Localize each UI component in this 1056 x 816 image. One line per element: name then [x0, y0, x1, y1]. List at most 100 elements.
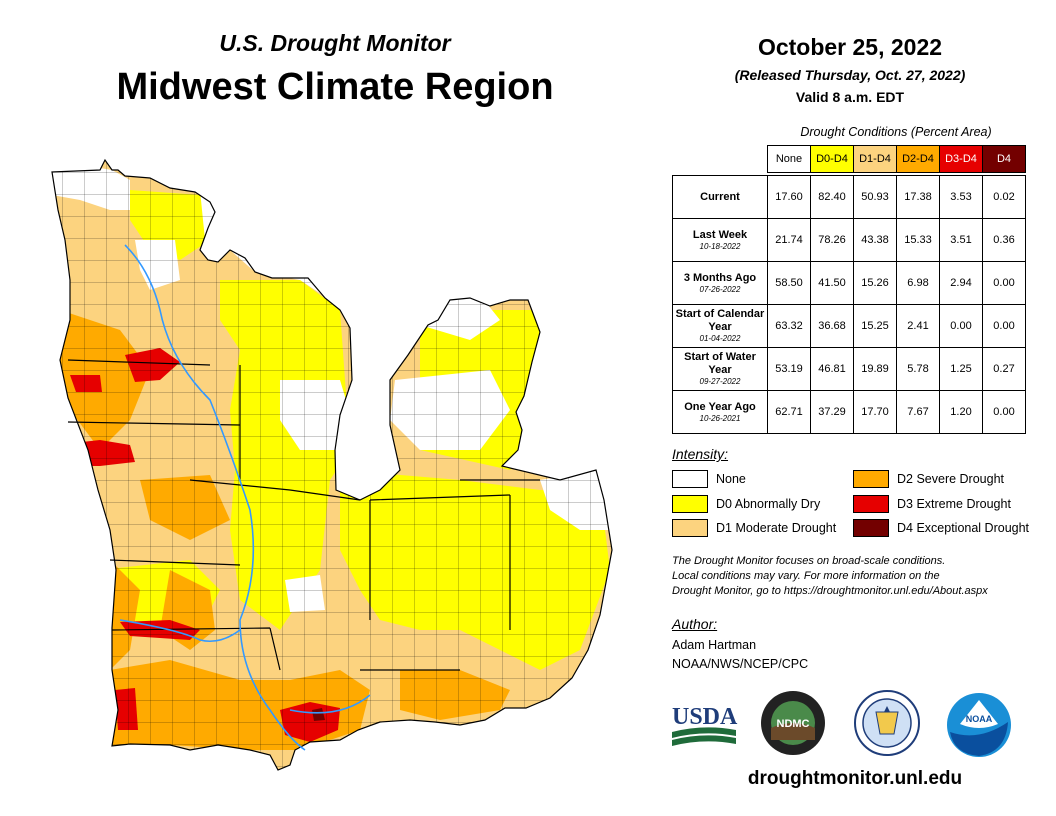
- usda-logo: USDA: [672, 704, 738, 746]
- cell: 15.25: [853, 304, 897, 348]
- legend-label: D1 Moderate Drought: [716, 521, 837, 535]
- legend-swatch: [672, 470, 708, 488]
- col-d3-d4: D3-D4: [939, 145, 983, 173]
- legend-title: Intensity:: [672, 446, 729, 462]
- drought-areas: [52, 160, 612, 770]
- cell: 43.38: [853, 218, 897, 262]
- disclaimer-note: The Drought Monitor focuses on broad-sca…: [672, 554, 1042, 599]
- cell: 46.81: [810, 347, 854, 391]
- cell: 58.50: [767, 261, 811, 305]
- cell: 2.41: [896, 304, 940, 348]
- cell: 63.32: [767, 304, 811, 348]
- row-label: Start of Water Year 09-27-2022: [672, 347, 768, 391]
- valid-time: Valid 8 a.m. EDT: [795, 89, 905, 105]
- row-label: Current: [672, 175, 768, 219]
- legend-item-d1: D1 Moderate Drought: [672, 519, 836, 537]
- row-label: 3 Months Ago 07-26-2022: [672, 261, 768, 305]
- cell: 15.33: [896, 218, 940, 262]
- cell: 78.26: [810, 218, 854, 262]
- cell: 0.36: [982, 218, 1026, 262]
- legend-swatch: [853, 495, 889, 513]
- state-borders: [67, 359, 540, 671]
- table-corner: [672, 145, 768, 173]
- cell: 17.70: [853, 390, 897, 434]
- table-caption: Drought Conditions (Percent Area): [800, 125, 992, 139]
- legend-item-d0: D0 Abnormally Dry: [672, 495, 820, 513]
- cell: 0.00: [982, 261, 1026, 305]
- website-url[interactable]: droughtmonitor.unl.edu: [747, 768, 963, 789]
- note-line: Local conditions may vary. For more info…: [672, 570, 940, 582]
- author-name: Adam Hartman: [672, 638, 757, 652]
- table-row: One Year Ago 10-26-2021 62.71 37.29 17.70…: [672, 390, 1026, 434]
- cell: 53.19: [767, 347, 811, 391]
- col-d2-d4: D2-D4: [896, 145, 940, 173]
- legend-label: D0 Abnormally Dry: [716, 497, 821, 511]
- legend-label: D4 Exceptional Drought: [897, 521, 1030, 535]
- col-d0-d4: D0-D4: [810, 145, 854, 173]
- cell: 3.53: [939, 175, 983, 219]
- cell: 21.74: [767, 218, 811, 262]
- row-label: Start of Calendar Year 01-04-2022: [672, 304, 768, 348]
- map-subtitle: U.S. Drought Monitor: [219, 30, 451, 56]
- col-none: None: [767, 145, 811, 173]
- legend-label: None: [716, 472, 746, 486]
- legend-swatch: [672, 519, 708, 537]
- county-lines: [52, 160, 612, 770]
- cell: 19.89: [853, 347, 897, 391]
- cell: 1.25: [939, 347, 983, 391]
- table-row: Last Week 10-18-2022 21.74 78.26 43.38 15…: [672, 218, 1026, 262]
- svg-text:NOAA: NOAA: [966, 714, 993, 724]
- table-row: Current 17.60 82.40 50.93 17.38 3.53 0.0…: [672, 175, 1026, 219]
- cell: 37.29: [810, 390, 854, 434]
- col-d4: D4: [982, 145, 1026, 173]
- legend-item-none: None: [672, 470, 746, 488]
- cell: 41.50: [810, 261, 854, 305]
- svg-text:USDA: USDA: [672, 704, 738, 730]
- col-d1-d4: D1-D4: [853, 145, 897, 173]
- drought-map: [51, 159, 613, 771]
- note-line: The Drought Monitor focuses on broad-sca…: [672, 555, 946, 567]
- table-row: Start of Calendar Year 01-04-2022 63.32 3…: [672, 304, 1026, 348]
- cell: 17.38: [896, 175, 940, 219]
- table-row: 3 Months Ago 07-26-2022 58.50 41.50 15.26…: [672, 261, 1026, 305]
- svg-text:NDMC: NDMC: [777, 718, 810, 730]
- legend-swatch: [672, 495, 708, 513]
- rivers: [119, 244, 371, 751]
- cell: 3.51: [939, 218, 983, 262]
- cell: 5.78: [896, 347, 940, 391]
- release-date: (Released Thursday, Oct. 27, 2022): [734, 67, 966, 83]
- legend-label: D3 Extreme Drought: [897, 497, 1011, 511]
- cell: 62.71: [767, 390, 811, 434]
- table-header-row: None D0-D4 D1-D4 D2-D4 D3-D4 D4: [672, 145, 1026, 173]
- legend-label: D2 Severe Drought: [897, 472, 1005, 486]
- legend-item-d4: D4 Exceptional Drought: [853, 519, 1029, 537]
- noaa-logo: NOAA: [947, 693, 1011, 757]
- cell: 82.40: [810, 175, 854, 219]
- cell: 0.02: [982, 175, 1026, 219]
- author-title: Author:: [672, 616, 718, 632]
- row-label: One Year Ago 10-26-2021: [672, 390, 768, 434]
- cell: 50.93: [853, 175, 897, 219]
- cell: 6.98: [896, 261, 940, 305]
- cell: 7.67: [896, 390, 940, 434]
- map-date: October 25, 2022: [757, 34, 943, 60]
- cell: 0.27: [982, 347, 1026, 391]
- cell: 17.60: [767, 175, 811, 219]
- legend-swatch: [853, 519, 889, 537]
- row-label: Last Week 10-18-2022: [672, 218, 768, 262]
- cell: 36.68: [810, 304, 854, 348]
- ndmc-logo: NDMC: [761, 691, 825, 755]
- legend-item-d2: D2 Severe Drought: [853, 470, 1004, 488]
- cell: 15.26: [853, 261, 897, 305]
- legend-item-d3: D3 Extreme Drought: [853, 495, 1011, 513]
- cell: 0.00: [982, 390, 1026, 434]
- author-org: NOAA/NWS/NCEP/CPC: [672, 657, 809, 671]
- cell: 2.94: [939, 261, 983, 305]
- cell: 0.00: [982, 304, 1026, 348]
- table-row: Start of Water Year 09-27-2022 53.19 46.8…: [672, 347, 1026, 391]
- cell: 0.00: [939, 304, 983, 348]
- commerce-seal-logo: [854, 690, 920, 756]
- note-line: Drought Monitor, go to https://droughtmo…: [672, 585, 988, 597]
- cell: 1.20: [939, 390, 983, 434]
- legend-swatch: [853, 470, 889, 488]
